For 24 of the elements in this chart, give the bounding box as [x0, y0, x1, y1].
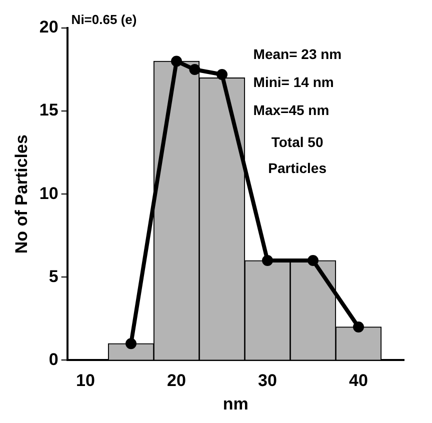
point	[262, 255, 274, 266]
x-tick-label: 20	[167, 371, 186, 390]
y-tick-label: 10	[39, 184, 58, 203]
y-tick-label: 5	[48, 266, 58, 286]
x-tick-label: 40	[349, 371, 368, 390]
x-axis-title: nm	[222, 394, 248, 414]
point	[171, 56, 182, 67]
annotation: Mean= 23 nm	[253, 46, 342, 62]
text: Ni=0.65 (e)	[71, 12, 137, 28]
point	[308, 255, 319, 266]
point	[353, 321, 364, 332]
y-tick-label: 0	[48, 350, 58, 369]
point	[126, 338, 137, 350]
y-tick-label: 20	[39, 18, 58, 37]
x-tick-label: 10	[76, 371, 95, 390]
point	[216, 69, 228, 80]
annotation: Total 50	[271, 134, 324, 150]
annotation: Max=45 nm	[253, 102, 330, 118]
annotation: Mini= 14 nm	[253, 74, 334, 90]
point	[189, 64, 200, 76]
y-tick-label: 15	[39, 100, 58, 120]
annotation: Particles	[268, 160, 327, 176]
x-tick-label: 30	[258, 371, 277, 390]
y-axis-title: No of Particles	[12, 134, 31, 254]
